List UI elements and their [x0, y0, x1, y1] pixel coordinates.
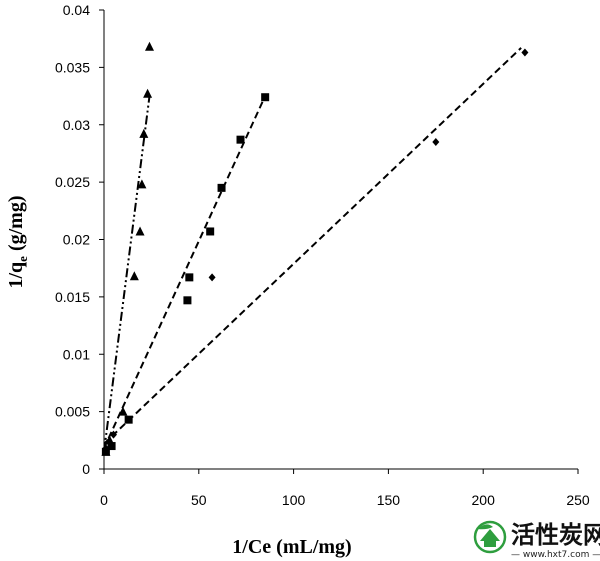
x-tick-label: 50 [191, 492, 207, 508]
y-tick-label: 0.035 [55, 59, 90, 75]
y-tick-label: 0.04 [63, 2, 90, 18]
triangle-fit-line [103, 95, 151, 452]
x-ticks: 0 50 100 150 200 250 [100, 469, 590, 508]
x-axis-title: 1/Ce (mL/mg) [232, 536, 351, 558]
square-point [183, 296, 192, 305]
square-point [206, 227, 215, 236]
triangle-point [137, 179, 147, 189]
diamond-point [109, 430, 117, 439]
diamond-point [432, 137, 440, 146]
triangle-point [129, 271, 139, 281]
diamond-point [208, 273, 216, 282]
triangle-point [118, 406, 128, 416]
leaf-house-logo-icon [473, 520, 507, 554]
x-tick-label: 250 [566, 492, 590, 508]
y-ticks: 0 0.005 0.01 0.015 0.02 0.025 0.03 0.035 0.04 [55, 2, 104, 477]
y-tick-label: 0.02 [63, 232, 90, 248]
y-tick-label: 0.025 [55, 174, 90, 190]
y-axis-title-main: 1/q [5, 262, 27, 289]
y-tick-label: 0.01 [63, 346, 90, 362]
y-axis-title: 1/qe (g/mg) [5, 195, 30, 288]
axes [103, 10, 578, 470]
y-axis-title-sub: e [15, 256, 30, 262]
square-fit-line [103, 95, 267, 449]
fit-lines [103, 47, 522, 452]
y-tick-label: 0.03 [63, 117, 90, 133]
square-point [261, 93, 270, 102]
y-tick-label: 0.015 [55, 289, 90, 305]
watermark: 活性炭网 — www.hxt7.com — [473, 520, 600, 560]
diamond-fit-line [103, 47, 522, 445]
x-tick-label: 0 [100, 492, 108, 508]
triangle-point [135, 226, 145, 236]
x-tick-label: 150 [377, 492, 401, 508]
square-point [185, 273, 194, 282]
y-axis-title-tail: (g/mg) [5, 195, 27, 256]
watermark-url-text: — www.hxt7.com — [511, 550, 600, 560]
diamond-point [521, 48, 529, 57]
square-point [107, 442, 116, 451]
diamond-point [102, 444, 110, 453]
watermark-cn-text: 活性炭网 [511, 521, 600, 549]
square-point [217, 183, 226, 192]
markers [101, 41, 529, 456]
square-point [124, 415, 133, 424]
x-tick-label: 200 [472, 492, 496, 508]
triangle-point [143, 88, 153, 98]
x-tick-label: 100 [282, 492, 306, 508]
triangle-point [145, 41, 155, 51]
y-tick-label: 0 [82, 461, 90, 477]
square-point [236, 135, 245, 144]
y-tick-label: 0.005 [55, 404, 90, 420]
triangle-point [139, 128, 149, 138]
